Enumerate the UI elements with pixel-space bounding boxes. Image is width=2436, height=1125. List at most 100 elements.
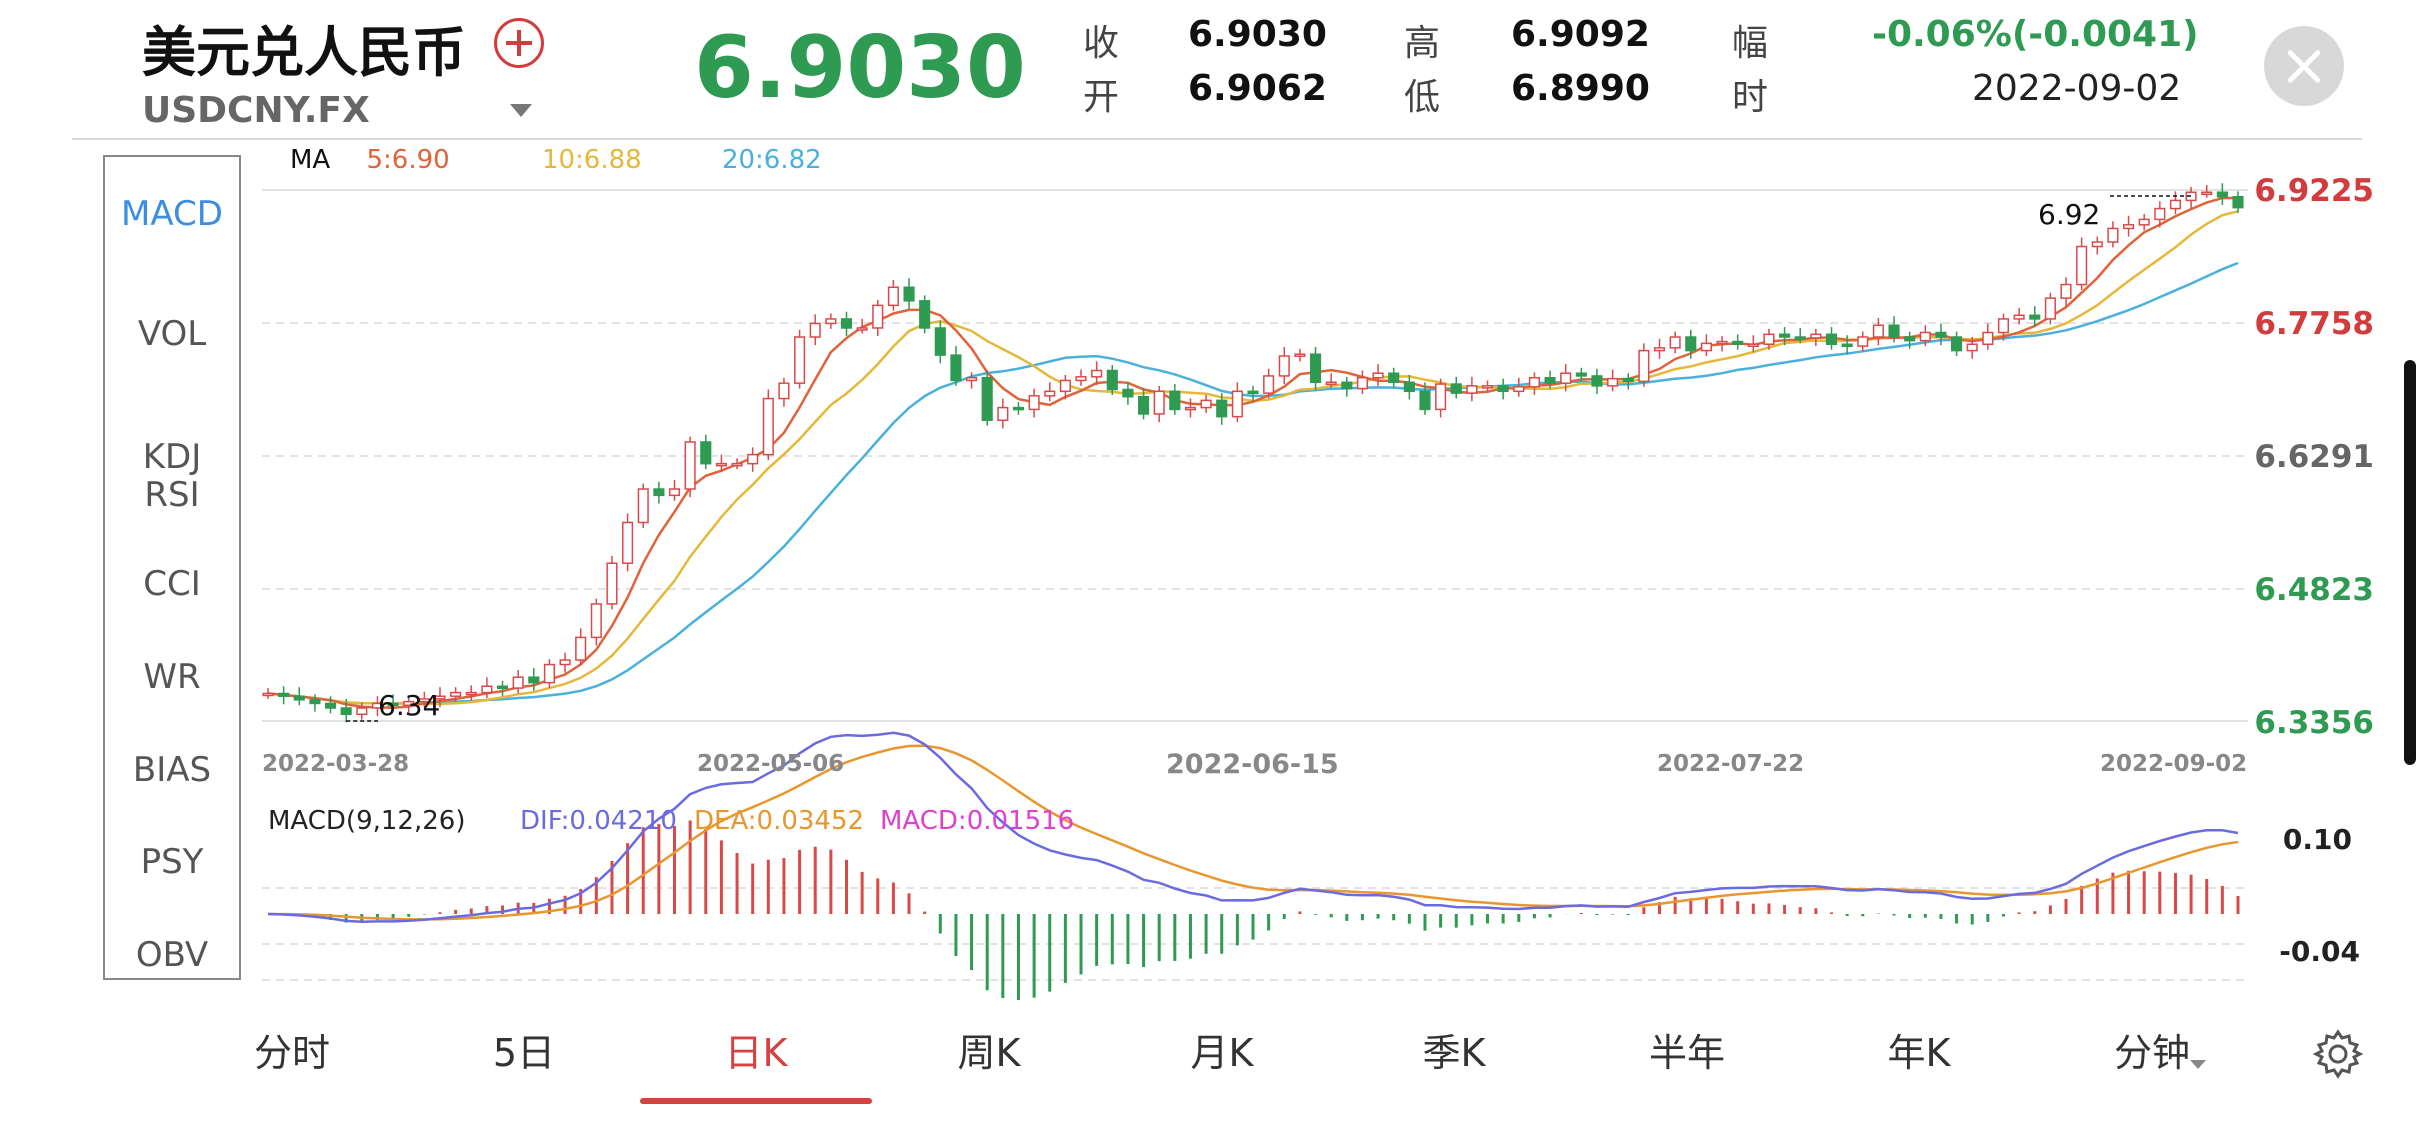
candle — [1122, 388, 1134, 398]
tab-weekly-k[interactable]: 周K — [957, 1031, 1021, 1075]
tab-intraday[interactable]: 分时 — [253, 1031, 330, 1075]
candle — [762, 397, 774, 456]
candle — [496, 685, 509, 690]
y-tick-3: 6.6291 — [2254, 439, 2374, 475]
tab-half-year[interactable]: 半年 — [1648, 1031, 1725, 1075]
open-value: 6.9062 — [1188, 68, 1327, 109]
time-value: 2022-09-02 — [1972, 68, 2182, 109]
candle — [1997, 318, 2010, 334]
indicator-wr[interactable]: WR — [143, 657, 201, 697]
minute-dropdown-icon[interactable] — [2190, 1060, 2206, 1069]
candle — [403, 700, 415, 707]
candle — [371, 702, 384, 709]
dif-line — [267, 731, 2239, 923]
candle — [2044, 297, 2056, 320]
candle — [356, 707, 368, 716]
indicator-kdj[interactable]: KDJ — [142, 437, 202, 477]
candle — [1700, 342, 1712, 352]
indicator-rsi[interactable]: RSI — [144, 475, 200, 515]
candle — [856, 327, 868, 331]
ma-legend: MA 5:6.90 10:6.88 20:6.82 — [290, 145, 822, 175]
candle — [1653, 347, 1666, 352]
y-tick-5: 6.3356 — [2254, 705, 2374, 741]
symbol-dropdown-icon[interactable] — [510, 104, 532, 117]
candle — [528, 676, 540, 684]
candle — [293, 695, 305, 701]
candle — [1309, 353, 1322, 384]
header-divider — [72, 138, 2362, 140]
indicator-psy[interactable]: PSY — [140, 842, 204, 882]
candle — [324, 702, 337, 709]
tab-yearly-k[interactable]: 年K — [1887, 1031, 1951, 1075]
period-tabs: 分时 5日 日K 周K 月K 季K 半年 年K 分钟 — [230, 1022, 2330, 1092]
candle — [1607, 377, 1619, 387]
ma10-series — [267, 210, 2239, 706]
candle — [700, 441, 712, 465]
indicator-cci[interactable]: CCI — [143, 564, 201, 604]
scrollbar[interactable] — [2404, 360, 2416, 765]
x-tick-1: 2022-03-28 — [262, 751, 409, 777]
candle — [1966, 343, 1978, 352]
candle — [1169, 390, 1181, 411]
close-value: 6.9030 — [1188, 14, 1327, 55]
candle — [1669, 336, 1681, 349]
candle — [1450, 383, 1462, 394]
candle — [715, 462, 727, 467]
x-tick-5: 2022-09-02 — [2100, 751, 2247, 777]
candle — [590, 603, 602, 639]
candle — [418, 698, 430, 703]
candle — [1591, 375, 1603, 387]
candle — [1841, 343, 1853, 348]
candle — [278, 692, 290, 697]
low-label: 低 — [1404, 77, 1441, 118]
ma20-line — [267, 261, 2239, 705]
candle — [653, 488, 665, 497]
candle — [1497, 385, 1509, 393]
candle — [2076, 245, 2088, 286]
candlestick-chart[interactable]: 6.92 6.34 6.9225 6.7758 6.6291 6.4823 6.… — [0, 0, 2436, 1000]
tab-daily-k[interactable]: 日K — [724, 1031, 788, 1075]
add-watchlist-icon[interactable] — [494, 18, 544, 68]
candle — [1278, 355, 1290, 377]
x-tick-2: 2022-05-06 — [697, 751, 844, 777]
chart-grid — [262, 189, 2248, 981]
low-value: 6.8990 — [1511, 68, 1650, 109]
candle — [1685, 336, 1697, 352]
y-tick-1: 6.9225 — [2254, 173, 2374, 209]
candle — [668, 488, 681, 497]
candle — [981, 376, 993, 422]
candle — [778, 382, 790, 400]
settings-gear-icon[interactable] — [2312, 1028, 2364, 1080]
candle — [794, 336, 806, 384]
candle — [1560, 372, 1572, 384]
tab-quarterly-k[interactable]: 季K — [1422, 1031, 1486, 1075]
tab-monthly-k[interactable]: 月K — [1190, 1031, 1254, 1075]
candle — [2060, 283, 2072, 299]
candle — [1935, 331, 1947, 338]
candle — [512, 676, 524, 689]
candle — [997, 406, 1009, 422]
candle — [747, 453, 759, 465]
tab-minute[interactable]: 分钟 — [2113, 1031, 2190, 1075]
low-annotation: 6.34 — [378, 689, 440, 722]
candle — [1872, 324, 1884, 338]
candle — [1982, 331, 1994, 346]
candle — [1513, 386, 1525, 393]
tab-5day[interactable]: 5日 — [492, 1031, 556, 1075]
active-tab-indicator — [640, 1098, 872, 1104]
indicator-macd[interactable]: MACD — [121, 194, 223, 234]
candle — [684, 441, 696, 490]
candle — [2216, 191, 2228, 198]
candle — [1294, 353, 1306, 357]
indicator-vol[interactable]: VOL — [137, 314, 207, 354]
close-icon[interactable] — [2264, 26, 2344, 106]
macd-y-tick-2: -0.04 — [2279, 935, 2360, 968]
candle — [2138, 218, 2150, 226]
ma10-line — [267, 210, 2239, 706]
indicator-bias[interactable]: BIAS — [132, 750, 212, 790]
ma-label: MA — [290, 145, 331, 175]
candle — [919, 300, 931, 329]
macd-dea: DEA:0.03452 — [694, 806, 864, 836]
candle — [1747, 343, 1759, 348]
indicator-obv[interactable]: OBV — [135, 935, 209, 975]
